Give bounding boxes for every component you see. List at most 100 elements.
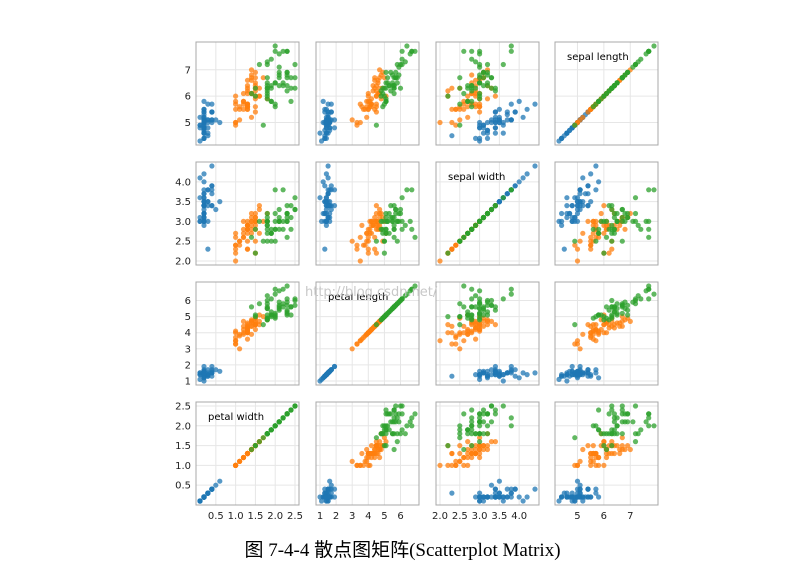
x-tick-label: 5 (381, 511, 387, 522)
data-point-series3 (461, 411, 467, 417)
data-point-series2 (260, 75, 266, 81)
data-point-series3 (264, 293, 270, 299)
data-point-series2 (244, 88, 251, 94)
x-tick-label: 3.0 (472, 511, 488, 522)
data-point-series1 (449, 133, 455, 139)
data-point-series2 (240, 218, 247, 224)
data-point-series3 (651, 187, 657, 193)
data-point-series2 (601, 462, 607, 468)
data-point-series1 (492, 494, 498, 500)
data-point-series2 (465, 446, 471, 453)
data-point-series3 (445, 443, 451, 449)
data-point-series3 (383, 96, 389, 102)
data-point-series3 (373, 238, 379, 244)
data-point-series1 (569, 203, 575, 209)
data-point-series3 (492, 203, 498, 209)
data-point-series2 (449, 85, 455, 91)
data-point-series3 (292, 403, 298, 409)
data-point-series3 (272, 48, 278, 54)
data-point-series2 (461, 454, 467, 461)
data-point-series3 (606, 203, 612, 209)
data-point-series3 (388, 88, 394, 94)
data-point-series3 (477, 301, 483, 307)
data-point-series3 (572, 238, 578, 244)
data-point-series1 (500, 122, 506, 128)
data-point-series1 (516, 98, 522, 104)
data-point-series3 (394, 238, 400, 244)
data-point-series2 (248, 226, 255, 232)
data-point-series2 (240, 230, 247, 236)
data-point-series3 (383, 312, 389, 318)
data-point-series3 (276, 218, 282, 224)
x-tick-label: 0.5 (208, 511, 224, 522)
data-point-series1 (477, 119, 483, 126)
data-point-series1 (320, 98, 326, 104)
data-point-series1 (323, 218, 329, 224)
data-point-series3 (381, 85, 387, 91)
data-point-series3 (590, 226, 596, 232)
data-point-series3 (256, 61, 262, 68)
data-point-series1 (201, 218, 207, 224)
data-point-series2 (574, 246, 581, 252)
data-point-series3 (288, 203, 294, 209)
data-point-series1 (209, 187, 215, 193)
data-point-series1 (524, 372, 530, 378)
data-point-series2 (480, 446, 487, 453)
data-point-series1 (201, 214, 207, 221)
data-point-series2 (465, 104, 471, 110)
data-point-series1 (585, 203, 591, 209)
data-point-series1 (323, 206, 329, 213)
data-point-series2 (364, 230, 370, 236)
data-point-series3 (264, 297, 270, 304)
data-point-series3 (480, 304, 487, 310)
data-point-series1 (322, 106, 328, 112)
data-point-series2 (469, 454, 475, 461)
data-point-series2 (252, 318, 258, 324)
data-point-series3 (284, 83, 290, 89)
data-point-series2 (233, 250, 239, 256)
data-point-series2 (244, 336, 251, 342)
data-point-series2 (585, 443, 591, 449)
data-point-series3 (412, 234, 418, 240)
data-point-series3 (399, 48, 405, 54)
data-point-series1 (209, 101, 215, 107)
data-point-series3 (264, 305, 270, 312)
data-point-series3 (252, 312, 258, 318)
data-point-series2 (233, 341, 239, 347)
data-point-series2 (492, 93, 498, 99)
data-point-series1 (588, 373, 594, 379)
data-point-series3 (383, 226, 389, 232)
data-point-series2 (252, 80, 258, 86)
data-point-series3 (603, 234, 610, 240)
data-point-series1 (325, 112, 331, 118)
data-point-series1 (504, 370, 510, 376)
data-point-series1 (331, 125, 338, 131)
data-point-series2 (240, 226, 247, 232)
data-point-series3 (477, 61, 483, 68)
data-point-series1 (520, 114, 526, 120)
y-tick-label: 6 (185, 92, 191, 103)
data-point-series2 (233, 230, 239, 236)
data-point-series3 (477, 423, 483, 429)
data-point-series3 (284, 75, 290, 81)
data-point-series2 (469, 450, 475, 457)
data-point-series1 (217, 368, 223, 374)
data-point-series3 (477, 411, 483, 417)
data-point-series2 (244, 222, 251, 228)
data-point-series2 (614, 443, 620, 449)
panel-frame (435, 41, 540, 146)
data-point-series3 (378, 226, 384, 232)
data-point-series2 (252, 214, 258, 221)
data-point-series1 (569, 372, 575, 378)
data-point-series3 (646, 48, 652, 54)
data-point-series2 (465, 454, 471, 461)
data-point-series1 (508, 486, 514, 492)
data-point-series2 (580, 331, 586, 337)
data-point-series2 (593, 450, 599, 457)
data-point-series3 (264, 230, 270, 236)
panel-frame (554, 161, 659, 266)
data-point-series2 (233, 246, 239, 252)
data-point-series3 (292, 195, 298, 201)
data-point-series1 (588, 199, 594, 205)
data-point-series1 (209, 109, 215, 115)
